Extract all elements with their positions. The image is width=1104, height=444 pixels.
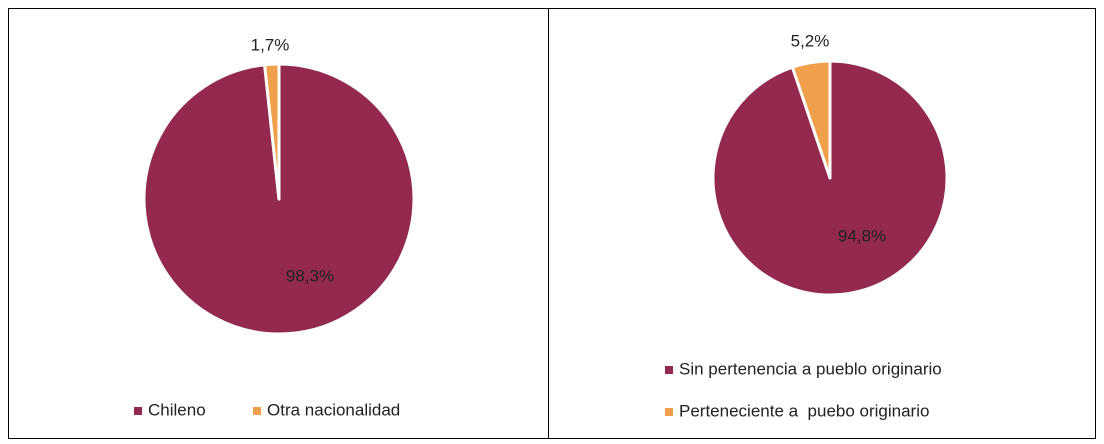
legend-label: Perteneciente a puebo originario [679,401,929,420]
legend-label: Sin pertenencia a pueblo originario [679,359,942,378]
panel-border [548,8,1096,439]
legend-swatch [665,366,673,374]
legend-swatch [134,407,142,415]
data-label: 94,8% [838,226,886,245]
legend-label: Otra nacionalidad [267,400,400,419]
legend-label: Chileno [148,400,206,419]
data-label: 98,3% [286,266,334,285]
data-label: 1,7% [251,35,290,54]
pie-slice [263,62,281,201]
data-label: 5,2% [791,31,830,50]
legend-swatch [253,407,261,415]
pie-slice [790,59,832,180]
legend-swatch [665,408,673,416]
